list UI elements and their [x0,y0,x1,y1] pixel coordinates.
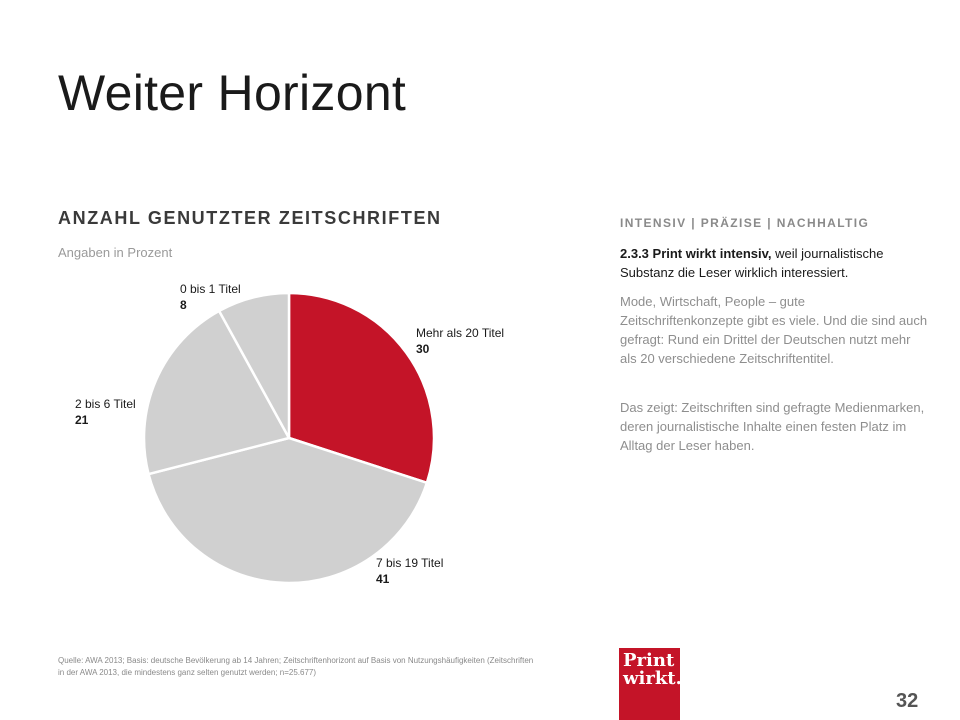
slice-label-2-text: 2 bis 6 Titel [75,397,136,411]
slice-label-0-text: Mehr als 20 Titel [416,326,505,340]
print-wirkt-logo: Print wirkt. [619,648,682,720]
slice-label-3-value: 8 [180,298,187,312]
logo-line-1: Print [623,650,675,671]
slice-label-2-value: 21 [75,413,89,427]
slice-label-3-text: 0 bis 1 Titel [180,282,241,296]
slide-title: Weiter Horizont [58,65,407,121]
sidebar-heading: INTENSIV | PRÄZISE | NACHHALTIG [620,216,870,230]
slice-label-3: 0 bis 1 Titel 8 [180,281,241,313]
pie-slice-1 [147,436,429,585]
source-note: Quelle: AWA 2013; Basis: deutsche Bevölk… [58,656,534,677]
slice-label-2: 2 bis 6 Titel 21 [75,396,136,428]
sidebar-lead: 2.3.3 Print wirkt intensiv, weil journal… [620,244,930,282]
slice-label-0: Mehr als 20 Titel 30 [416,325,504,357]
pie-slice-0 [287,291,436,485]
chart-heading: ANZAHL GENUTZTER ZEITSCHRIFTEN [58,208,442,228]
slice-label-1-text: 7 bis 19 Titel [376,556,444,570]
logo-line-2: wirkt. [623,668,682,689]
sidebar-lead-bold: 2.3.3 Print wirkt intensiv, [620,246,772,261]
sidebar-paragraph-1: Mode, Wirtschaft, People – gute Zeitschr… [620,294,928,366]
sidebar-lead-rest: weil journalistische Substanz die Leser … [620,246,884,280]
page-number: 32 [896,690,919,712]
sidebar-paragraph-2: Das zeigt: Zeitschriften sind gefragte M… [620,400,925,453]
pie-slice-2 [142,309,291,476]
chart-subheading: Angaben in Prozent [58,245,173,260]
slice-label-0-value: 30 [416,342,430,356]
slice-label-1-value: 41 [376,572,390,586]
pie-slice-3 [217,291,291,439]
slice-label-1: 7 bis 19 Titel 41 [376,555,443,587]
